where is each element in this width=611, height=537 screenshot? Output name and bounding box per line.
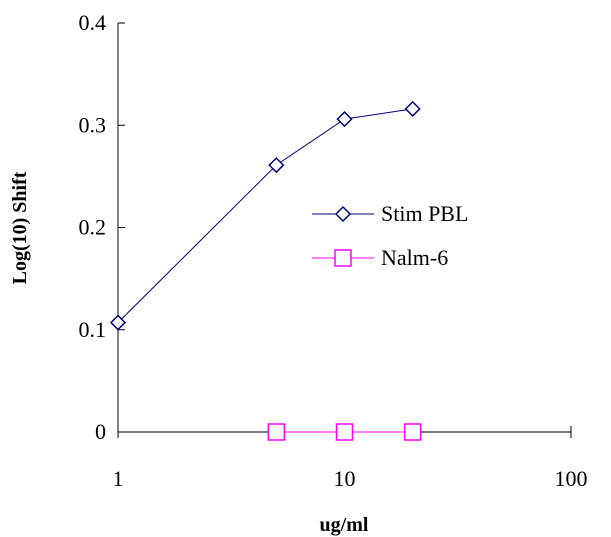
legend-marker-stim-pbl: [334, 205, 352, 223]
legend-marker-nalm6: [334, 249, 352, 267]
data-point-diamond: [268, 157, 285, 174]
data-point-diamond: [404, 100, 421, 117]
y-tick-label: 0.1: [79, 317, 107, 342]
y-axis-title: Log(10) Shift: [9, 171, 31, 284]
legend-label-stim-pbl: Stim PBL: [381, 201, 468, 226]
y-tick-label: 0: [95, 419, 106, 444]
data-point-square: [403, 423, 422, 441]
y-tick-label: 0.2: [79, 215, 107, 240]
legend-label-nalm6: Nalm-6: [381, 245, 448, 270]
series-layer: [109, 100, 422, 441]
data-point-square: [335, 423, 354, 441]
x-tick-label: 1: [113, 466, 124, 491]
data-point-diamond: [336, 111, 353, 128]
data-point-diamond: [109, 314, 127, 331]
y-tick-label: 0.3: [79, 112, 107, 137]
x-tick-label: 100: [555, 466, 588, 491]
ticks: 1 10 100 0 0.1 0.2 0.3 0.4: [79, 10, 588, 491]
data-point-square: [267, 423, 286, 441]
y-tick-label: 0.4: [79, 10, 107, 35]
x-tick-label: 10: [334, 466, 356, 491]
x-axis-title: ug/ml: [320, 514, 369, 536]
axes: [117, 23, 571, 433]
legend: Stim PBL Nalm-6: [312, 201, 468, 270]
series-line-0: [117, 108, 413, 323]
